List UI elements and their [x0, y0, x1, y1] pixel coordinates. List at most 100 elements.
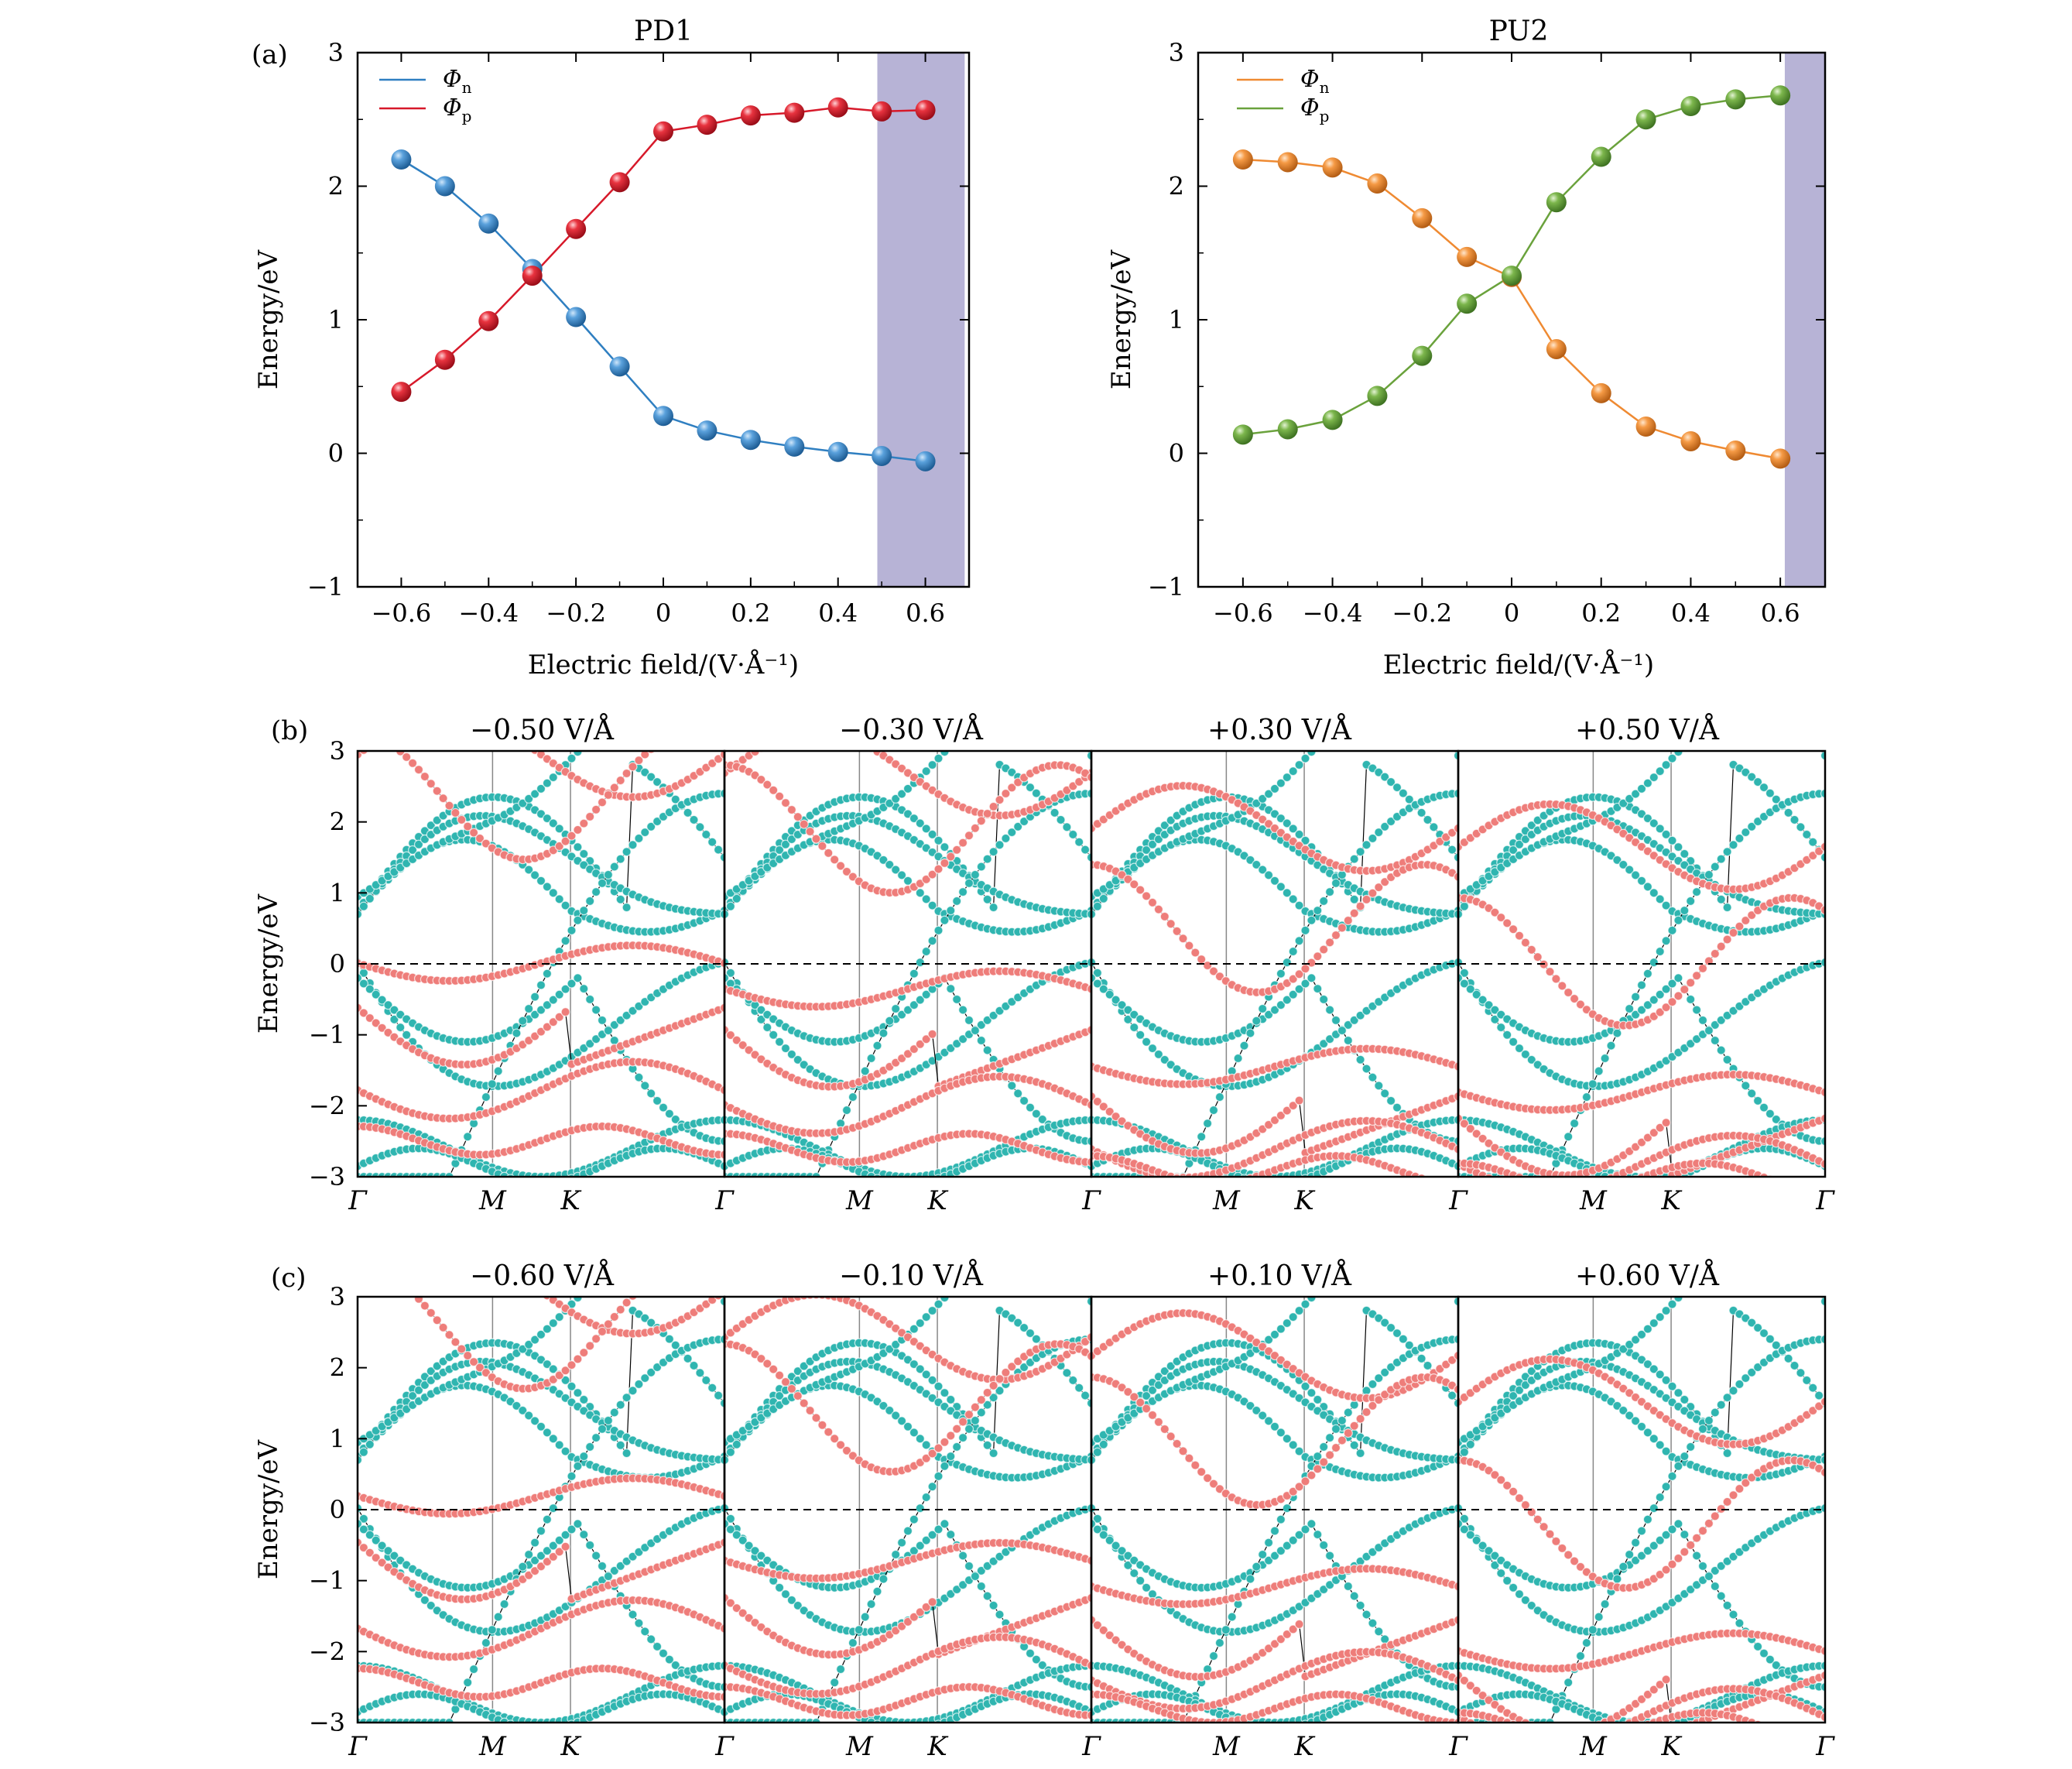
- data-point-p: [1367, 386, 1388, 406]
- band-point: [713, 845, 724, 855]
- band-point: [537, 1180, 546, 1188]
- band-point: [896, 870, 907, 880]
- band-point: [1313, 984, 1323, 994]
- band-point: [909, 814, 920, 824]
- band-point: [1153, 1049, 1164, 1059]
- band-point: [1013, 1318, 1023, 1328]
- band-point: [982, 808, 992, 819]
- band-point: [744, 1045, 754, 1055]
- band-point: [450, 1337, 461, 1347]
- band-point: [548, 1017, 558, 1027]
- band-point: [420, 1301, 430, 1311]
- band-point: [719, 1455, 724, 1465]
- band-point: [866, 1053, 876, 1064]
- band-point: [1300, 753, 1310, 763]
- band-point: [554, 894, 564, 904]
- band-point: [933, 753, 944, 763]
- band-point: [615, 1304, 625, 1315]
- band-point: [1013, 821, 1023, 831]
- band-point: [780, 1044, 791, 1054]
- band-point: [915, 1434, 925, 1444]
- band-point: [811, 834, 821, 844]
- band-point: [719, 1003, 724, 1013]
- y-tick-label: −1: [1148, 572, 1184, 602]
- data-point-n: [1635, 417, 1656, 437]
- band-point: [560, 1446, 570, 1456]
- band-point: [444, 1330, 454, 1340]
- band-point: [885, 1178, 894, 1186]
- band-point: [1820, 852, 1825, 862]
- band-point: [579, 906, 589, 916]
- band-point: [1680, 849, 1690, 859]
- band-point: [531, 1725, 539, 1733]
- x-tick-label: 0.6: [1761, 598, 1800, 628]
- band-point: [719, 1491, 724, 1501]
- y-axis-label: Energy/eV: [1106, 249, 1137, 389]
- band-point: [1001, 833, 1011, 844]
- band-point: [878, 855, 889, 865]
- band-point: [474, 833, 485, 844]
- band-point: [1692, 971, 1702, 981]
- x-tick-label: −0.4: [1303, 598, 1363, 628]
- band-point: [1490, 1014, 1500, 1024]
- band-point: [982, 1561, 992, 1571]
- x-tick-label: 0.6: [906, 598, 945, 628]
- band-point: [481, 1092, 491, 1102]
- band-point: [1331, 878, 1341, 888]
- band-point: [1294, 984, 1304, 994]
- band-point: [1001, 788, 1011, 799]
- band-point: [1661, 1118, 1671, 1128]
- band-point: [377, 995, 387, 1005]
- band-point: [1453, 1115, 1458, 1125]
- band-point: [1759, 782, 1769, 793]
- band-point: [358, 1447, 368, 1457]
- band-point: [1502, 918, 1512, 928]
- k-point-label: Γ: [1448, 1185, 1468, 1216]
- band-point: [1612, 1028, 1622, 1038]
- band-point: [1380, 877, 1390, 887]
- band-point: [493, 1612, 503, 1622]
- legend-label-p: Φp: [443, 94, 471, 125]
- band-point: [413, 839, 424, 849]
- x-tick-label: 0.2: [1581, 598, 1621, 628]
- band-point: [579, 1530, 589, 1540]
- band-point: [591, 1433, 601, 1443]
- band-point: [542, 1359, 553, 1370]
- band-point: [1258, 794, 1268, 804]
- band-point: [707, 837, 717, 847]
- band-point: [1697, 1015, 1708, 1026]
- band-point: [1649, 772, 1659, 783]
- band-point: [1282, 888, 1292, 898]
- band-point: [1331, 930, 1341, 941]
- band-point: [628, 840, 638, 850]
- band-point: [634, 1072, 644, 1082]
- band-point: [1661, 1003, 1671, 1013]
- band-point: [756, 774, 766, 785]
- band-point: [554, 1535, 564, 1545]
- band-point: [640, 1081, 650, 1091]
- band-point: [1649, 1128, 1659, 1138]
- band-point: [689, 1360, 699, 1371]
- band-line: [724, 815, 1091, 915]
- band-point: [609, 862, 619, 872]
- band-point: [786, 1049, 797, 1059]
- band-point: [426, 779, 436, 789]
- band-point: [548, 1364, 558, 1374]
- band-point: [1820, 958, 1825, 968]
- band-point: [995, 840, 1005, 850]
- band-point: [1104, 1106, 1115, 1116]
- band-point: [933, 864, 944, 874]
- data-point-n: [1232, 149, 1253, 170]
- band-point: [573, 915, 583, 925]
- x-tick-label: −0.2: [1392, 598, 1452, 628]
- band-point: [1526, 1054, 1536, 1065]
- band-point: [1324, 938, 1335, 948]
- band-point: [805, 827, 815, 837]
- band-point: [701, 1375, 711, 1386]
- band-point: [426, 1308, 436, 1318]
- band-point: [529, 789, 540, 799]
- band-point: [1025, 782, 1036, 793]
- band-point: [725, 1447, 736, 1457]
- band-point: [1385, 777, 1396, 787]
- band-point: [1031, 1109, 1042, 1119]
